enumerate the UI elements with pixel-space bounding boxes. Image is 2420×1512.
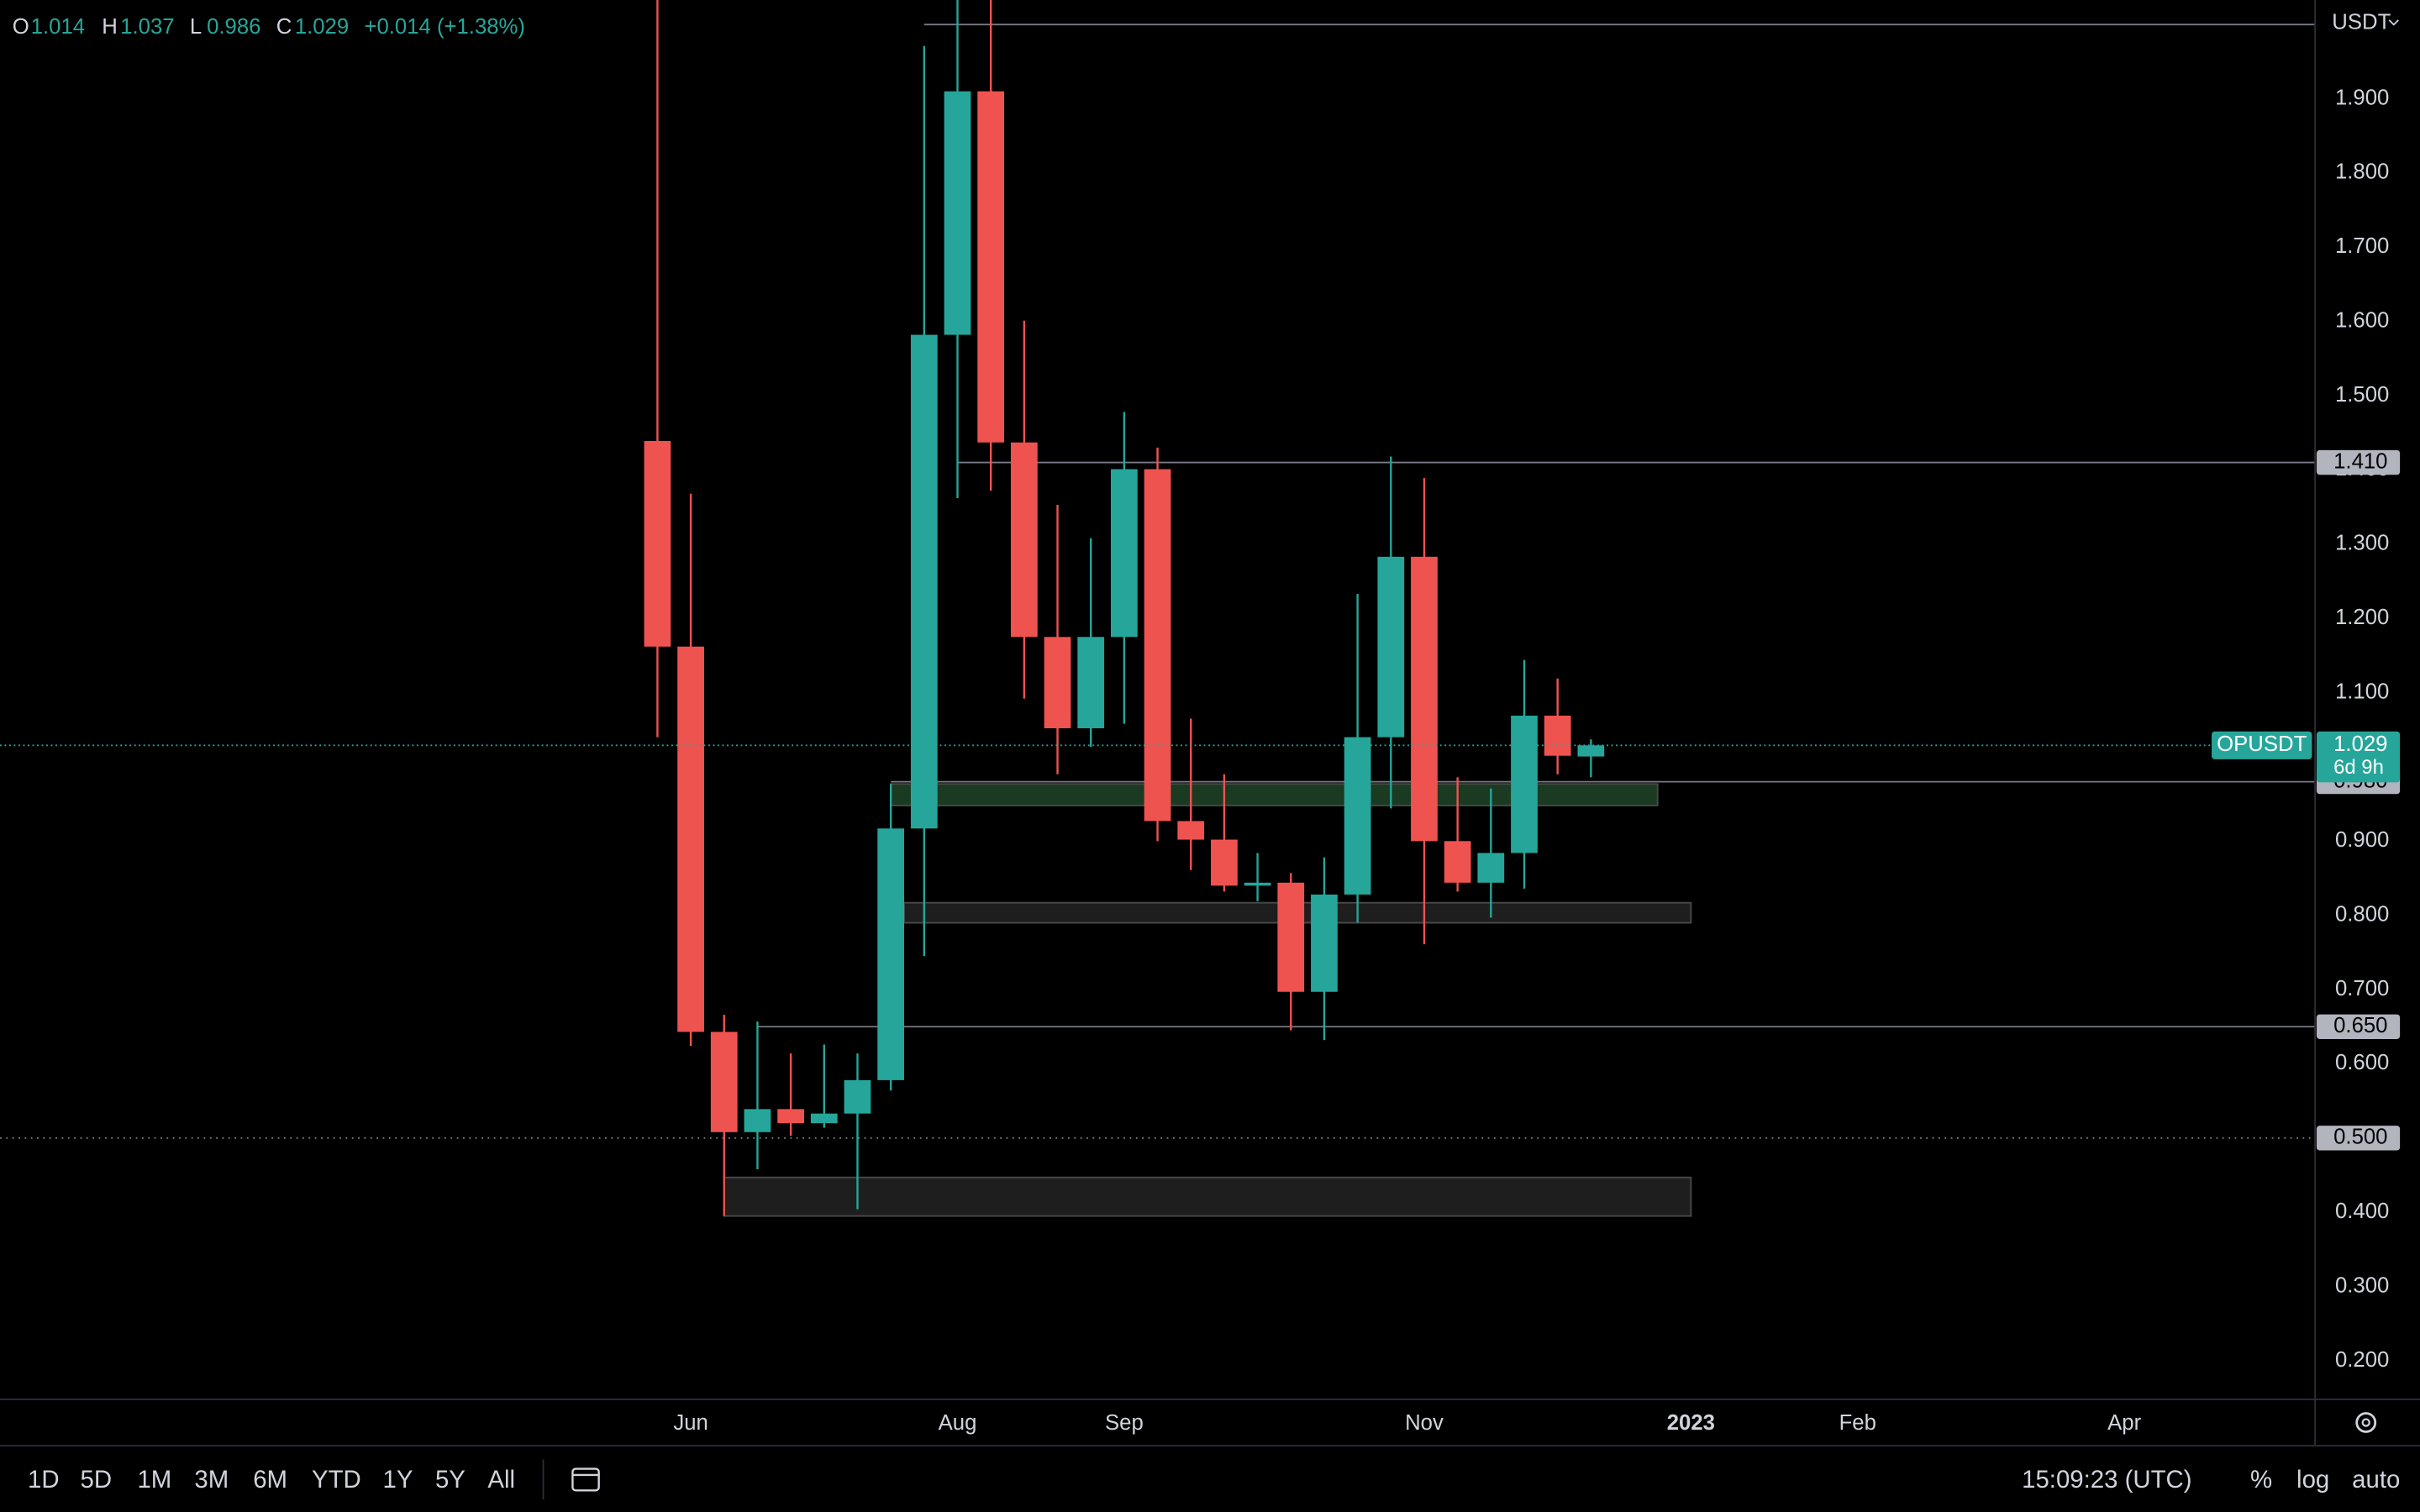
x-tick-label: Feb: [1839, 1411, 1876, 1435]
candle-body: [644, 440, 671, 647]
settings-icon[interactable]: [2355, 1412, 2377, 1433]
interval-button[interactable]: 1D: [28, 1466, 60, 1494]
candle-body: [1377, 556, 1405, 738]
candle-body: [1111, 469, 1138, 638]
candle-body: [1477, 853, 1505, 883]
ohlc-change: +0.014 (+1.38%): [364, 15, 524, 39]
symbol-tag: [2212, 731, 2312, 759]
candle-body: [844, 1079, 871, 1114]
countdown-label: 6d 9h: [2333, 756, 2384, 779]
y-tick-label: 1.900: [2335, 86, 2389, 109]
y-tick-label: 0.700: [2335, 977, 2389, 1000]
candle-body: [977, 91, 1005, 443]
candle-body: [1244, 882, 1271, 886]
ohlc-label: C: [276, 15, 292, 39]
x-tick-label: Apr: [2107, 1411, 2141, 1435]
plot-area: [0, 0, 2316, 1217]
candle-body: [1411, 556, 1438, 842]
y-tick-label: 1.100: [2335, 680, 2389, 703]
candle-body: [777, 1109, 804, 1124]
scale-button[interactable]: log: [2296, 1466, 2329, 1494]
ohlc-label: O: [13, 15, 29, 39]
axes: 0.200 0.300 0.400 0.500 0.600 0.700 0.800 0.900…: [673, 86, 2401, 1435]
candle-body: [1211, 839, 1238, 886]
ohlc-value: 1.037: [120, 15, 174, 39]
level-tag-label: 1.410: [2333, 449, 2387, 473]
scale-button[interactable]: %: [2250, 1466, 2272, 1494]
currency-caret[interactable]: [2388, 19, 2399, 26]
level-tag-label: 0.650: [2333, 1014, 2387, 1037]
y-tick-label: 0.800: [2335, 902, 2389, 926]
y-tick-label: 0.600: [2335, 1051, 2389, 1074]
y-tick-label: 0.400: [2335, 1200, 2389, 1223]
price-tag: [2316, 731, 2401, 783]
ohlc-value: 1.014: [31, 15, 85, 39]
x-tick-label: 2023: [1667, 1411, 1715, 1435]
ohlc-value: 1.029: [295, 15, 349, 39]
scale-button[interactable]: auto: [2352, 1466, 2400, 1494]
x-tick-label: Aug: [939, 1411, 977, 1435]
candle-body: [1044, 637, 1071, 728]
y-tick-label: 1.500: [2335, 383, 2389, 407]
date-range-icon[interactable]: [571, 1467, 600, 1492]
y-tick-label: 1.600: [2335, 308, 2389, 332]
interval-button[interactable]: 1M: [137, 1466, 171, 1494]
candle-body: [1344, 737, 1371, 895]
zone: [723, 1176, 1692, 1217]
price-tag-label: 1.029: [2333, 732, 2387, 756]
candle-body: [1077, 637, 1105, 728]
x-tick-label: Nov: [1405, 1411, 1444, 1435]
y-tick-label: 0.300: [2335, 1273, 2389, 1297]
candle-body: [810, 1113, 838, 1124]
x-tick-label: Sep: [1105, 1411, 1144, 1435]
interval-button[interactable]: 5Y: [435, 1466, 466, 1494]
candle-body: [1277, 882, 1305, 992]
candle-body: [944, 91, 971, 335]
candle-body: [710, 1032, 738, 1132]
interval-button[interactable]: YTD: [312, 1466, 361, 1494]
interval-button[interactable]: 1Y: [383, 1466, 413, 1494]
y-tick-label: 1.200: [2335, 606, 2389, 629]
ohlc-label: L: [190, 15, 202, 39]
ohlc-value: 0.986: [207, 15, 260, 39]
candle-body: [1311, 894, 1338, 992]
candle-body: [1444, 841, 1471, 883]
y-tick-label: 1.300: [2335, 532, 2389, 555]
interval-button[interactable]: 6M: [253, 1466, 287, 1494]
level-tag-label: 0.500: [2333, 1126, 2387, 1149]
zone: [890, 783, 1659, 806]
candle-body: [1511, 715, 1538, 853]
candle-body: [1177, 821, 1205, 840]
interval-button[interactable]: 3M: [194, 1466, 229, 1494]
x-tick-label: Jun: [673, 1411, 708, 1435]
y-tick-label: 1.800: [2335, 160, 2389, 184]
interval-button[interactable]: 5D: [81, 1466, 113, 1494]
candle-body: [677, 646, 704, 1032]
symbol-tag-label: OPUSDT: [2217, 732, 2307, 756]
level-tag: [2316, 449, 2401, 475]
clock: 15:09:23 (UTC): [2022, 1466, 2191, 1494]
candle-body: [744, 1109, 771, 1132]
candle-body: [1577, 745, 1605, 757]
currency-selector[interactable]: USDT: [2332, 10, 2391, 34]
candle-body: [877, 828, 905, 1080]
level-tag: [2316, 1014, 2401, 1039]
interval-button[interactable]: All: [487, 1466, 515, 1494]
ohlc-label: H: [102, 15, 118, 39]
candle-body: [1010, 442, 1038, 638]
y-tick-label: 1.700: [2335, 234, 2389, 258]
candle-body: [910, 334, 938, 829]
y-tick-label: 0.900: [2335, 828, 2389, 852]
toolbar: 1D 5D 1M 3M 6M YTD 1Y 5Y All 15:09:23 (UTC)% log au…: [28, 1466, 2400, 1494]
level-tag: [2316, 1126, 2401, 1151]
candle-body: [1544, 715, 1571, 756]
y-tick-label: 0.200: [2335, 1348, 2389, 1372]
candle-body: [1144, 469, 1171, 822]
